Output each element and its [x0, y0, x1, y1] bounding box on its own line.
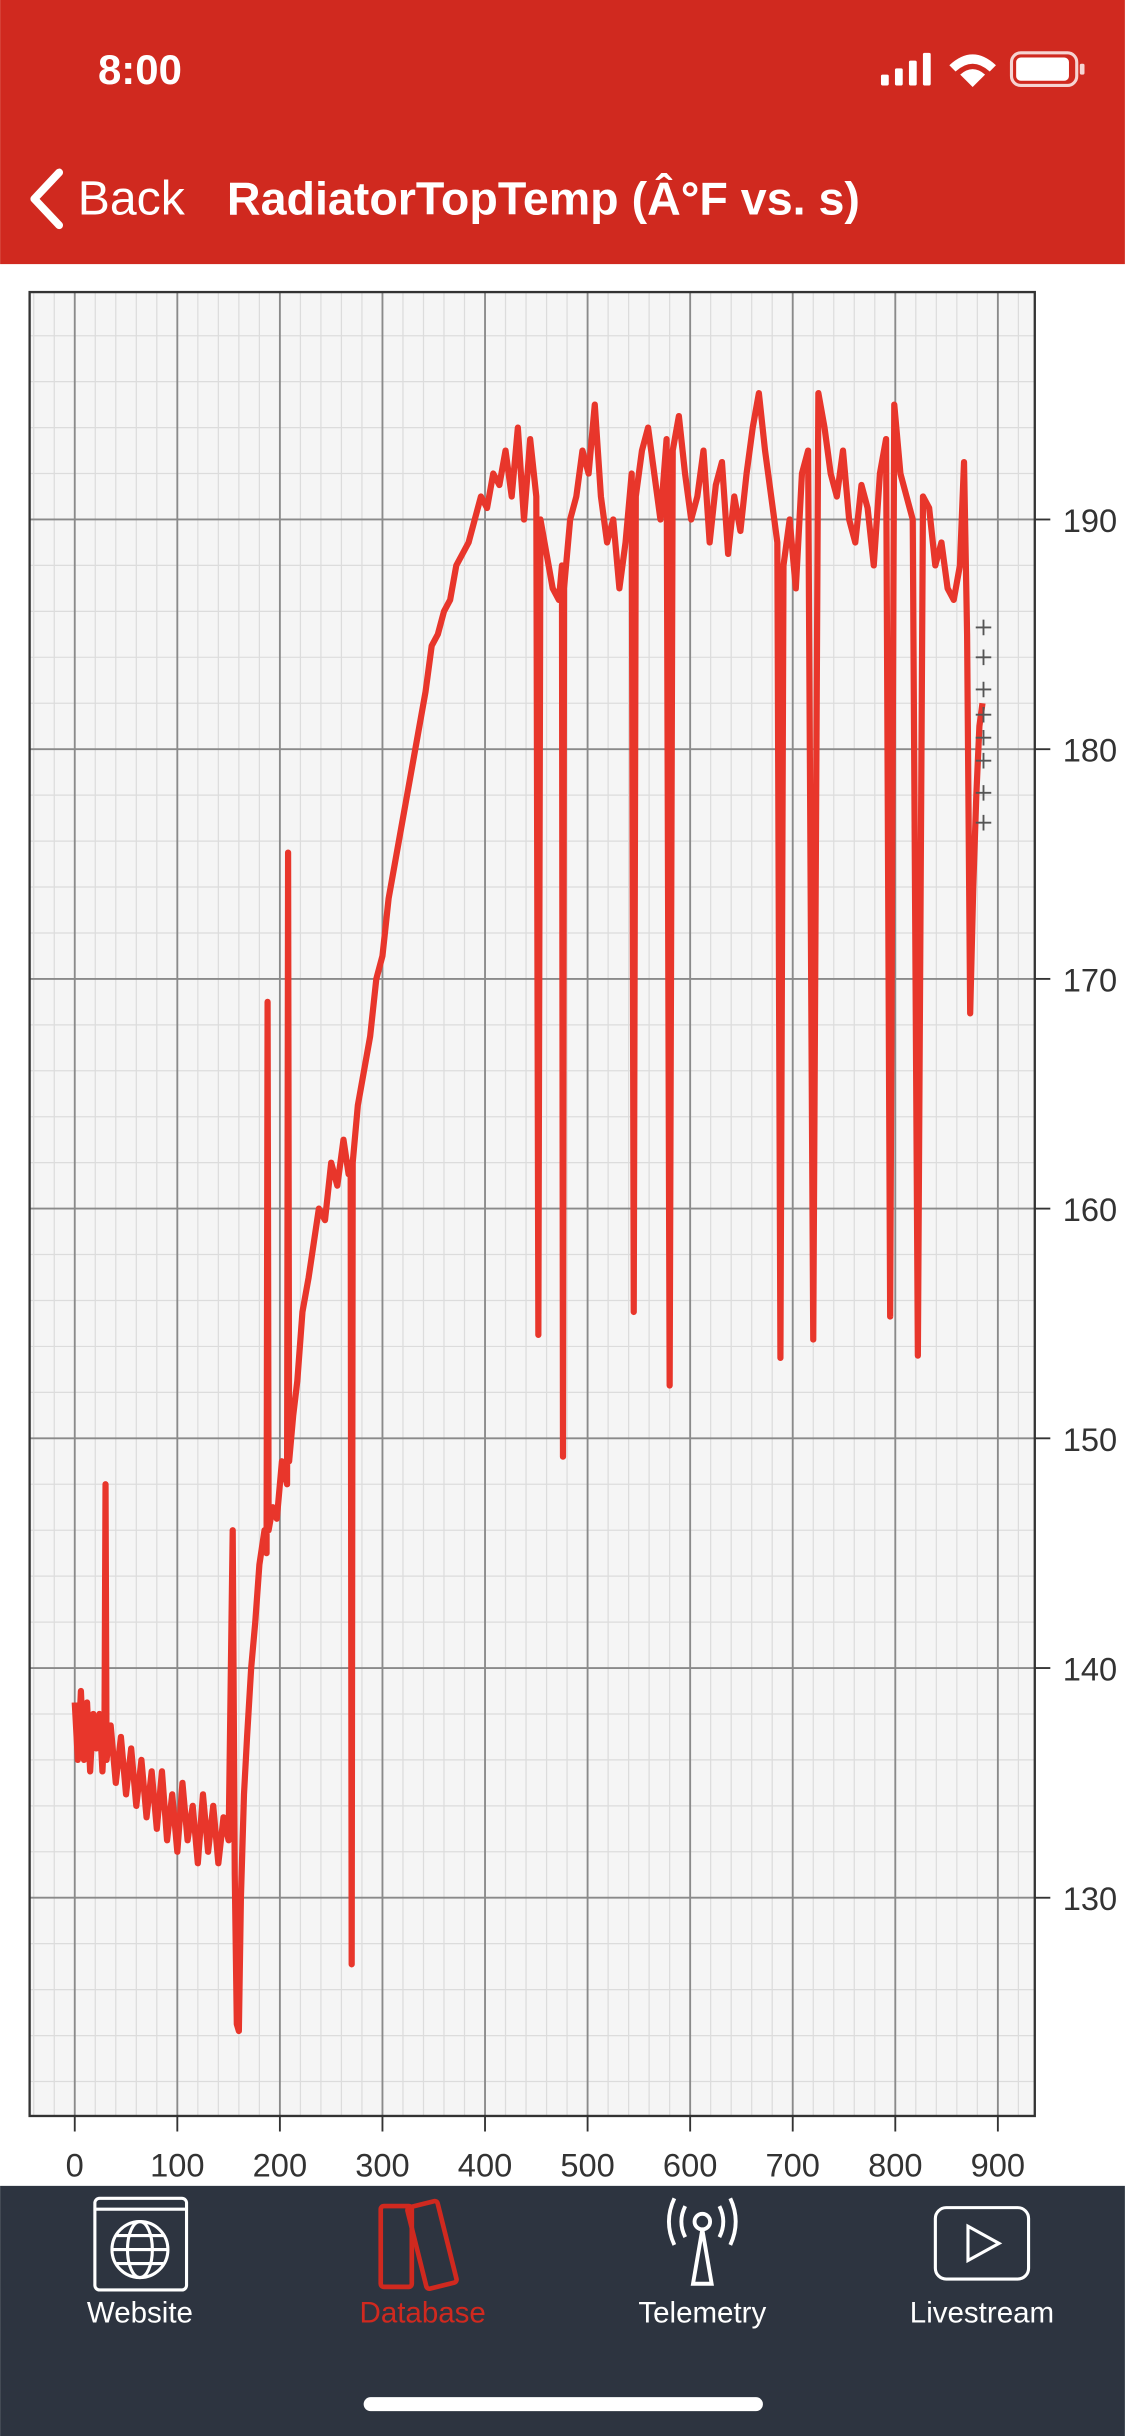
x-tick-label: 600 — [663, 2147, 717, 2184]
y-tick-label: 140 — [1063, 1650, 1117, 1687]
plot-bg — [29, 292, 1035, 2116]
point-marker — [975, 619, 992, 636]
back-chevron[interactable] — [30, 168, 64, 230]
y-tick-label: 130 — [1063, 1880, 1117, 1917]
data-line — [71, 390, 986, 2035]
tab-label[interactable]: Livestream — [910, 2297, 1054, 2330]
tabs: Website Database Telemetry Livestream — [87, 2297, 1054, 2330]
tab-label[interactable]: Website — [87, 2297, 193, 2330]
x-tick-label: 900 — [971, 2147, 1025, 2184]
tab-label[interactable]: Database — [360, 2297, 486, 2330]
y-tick-label: 150 — [1063, 1421, 1117, 1458]
plot — [71, 390, 992, 2035]
point-marker — [975, 814, 992, 831]
x-tick-label: 400 — [458, 2147, 512, 2184]
y-tick-label: 160 — [1063, 1191, 1117, 1228]
point-marker — [975, 681, 992, 698]
database-icon[interactable] — [378, 2198, 459, 2292]
y-tick-label: 170 — [1063, 961, 1117, 998]
grid — [29, 292, 1035, 2116]
point-marker — [975, 706, 992, 723]
header-bg — [0, 0, 1125, 265]
tab-label[interactable]: Telemetry — [638, 2297, 766, 2330]
axes: 0 100 200 300 400 500 600 700 800 900 130 140 150 160… — [66, 502, 1117, 2184]
home-indicator — [363, 2397, 763, 2412]
x-tick-label: 100 — [150, 2147, 204, 2184]
point-marker — [975, 752, 992, 769]
telemetry-icon[interactable] — [666, 2197, 738, 2286]
livestream-icon[interactable] — [933, 2206, 1031, 2281]
website-icon[interactable] — [93, 2196, 189, 2292]
status-time: 8:00 — [98, 46, 182, 93]
x-tick-label: 500 — [560, 2147, 614, 2184]
x-tick-label: 200 — [253, 2147, 307, 2184]
y-tick-label: 180 — [1063, 732, 1117, 769]
x-tick-label: 0 — [66, 2147, 84, 2184]
x-tick-label: 700 — [766, 2147, 820, 2184]
y-tick-label: 190 — [1063, 502, 1117, 539]
nav-title: RadiatorTopTemp (Â°F vs. s) — [227, 172, 860, 224]
point-marker — [975, 785, 992, 801]
x-tick-label: 300 — [355, 2147, 409, 2184]
back-button[interactable]: Back — [78, 171, 186, 225]
point-marker — [975, 729, 992, 746]
status-icons — [880, 51, 1085, 87]
plot-frame — [28, 290, 1036, 2118]
x-tick-label: 800 — [868, 2147, 922, 2184]
point-marker — [975, 649, 992, 666]
